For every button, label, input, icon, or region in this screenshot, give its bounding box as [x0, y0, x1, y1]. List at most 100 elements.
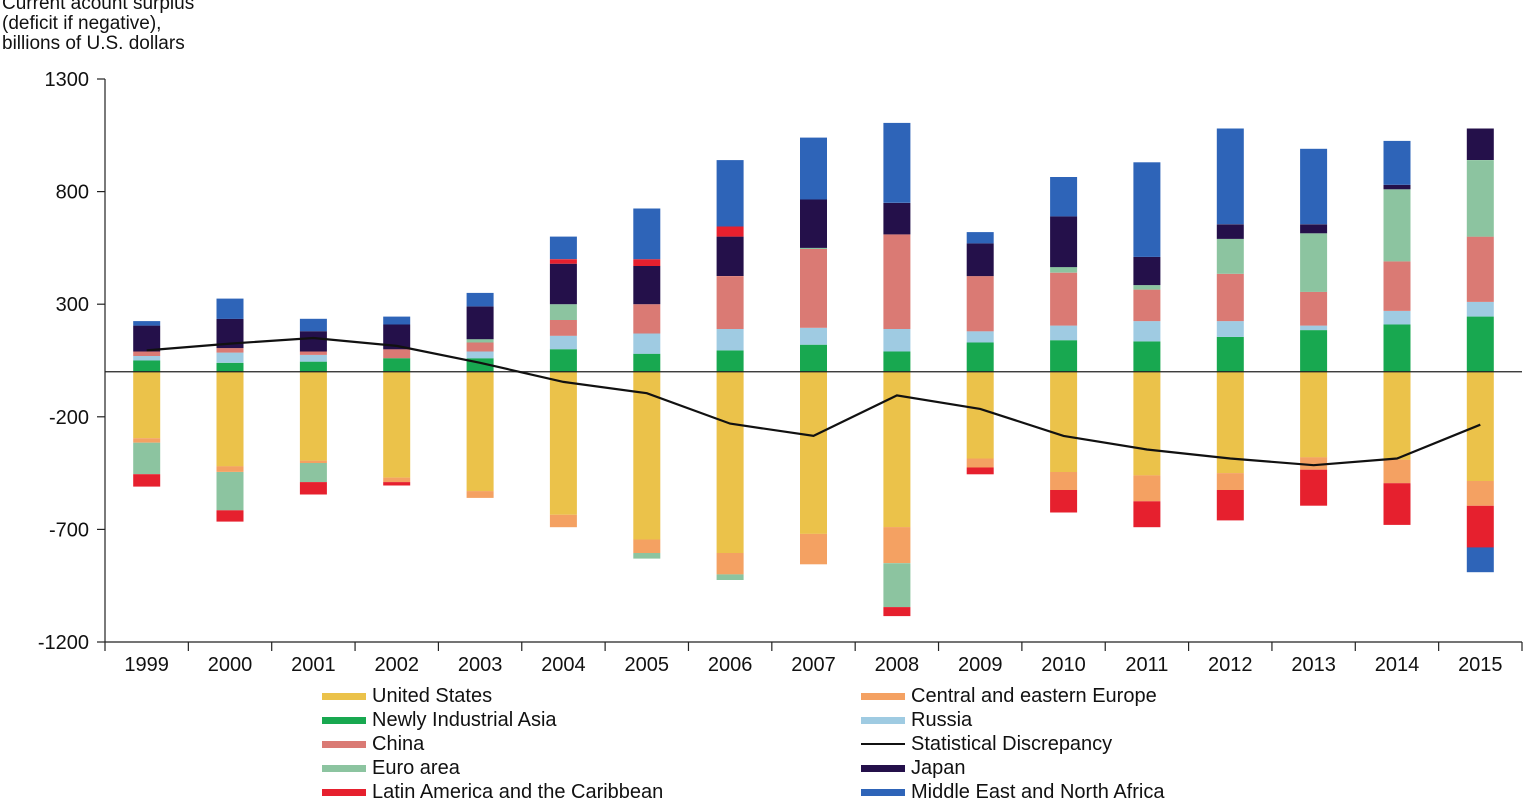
bar-segment-2006-series-8	[716, 160, 744, 227]
bar-segment-2015-series-0	[1466, 371, 1494, 481]
legend-label: Central and eastern Europe	[911, 684, 1157, 707]
bar-segment-2008-series-5	[883, 563, 911, 608]
bar-segment-2004-series-7	[549, 259, 577, 264]
x-tick-label: 2012	[1208, 654, 1253, 676]
bar-segment-2001-series-1	[299, 460, 327, 463]
bar-segment-2015-series-5	[1466, 160, 1494, 237]
bar-segment-2015-series-9	[1466, 547, 1494, 573]
legend-label: Russia	[911, 708, 973, 731]
bar-segment-2008-series-2	[883, 351, 911, 372]
legend-item: Central and eastern Europe	[861, 684, 1157, 708]
line-layer	[146, 336, 1481, 467]
bar-segment-2014-series-6	[1383, 184, 1411, 190]
bar-segment-2003-series-0	[466, 371, 494, 492]
bar-segment-2015-series-3	[1466, 301, 1494, 317]
bar-segment-2000-series-1	[216, 466, 244, 472]
bar-segment-2001-series-2	[299, 361, 327, 372]
y-axis-label-line-2: (deficit if negative),	[2, 13, 162, 34]
legend-swatch	[861, 743, 905, 745]
bar-segment-2013-series-5	[1300, 233, 1328, 292]
bar-segment-2008-series-1	[883, 527, 911, 564]
x-tick-label: 2010	[1041, 654, 1086, 676]
bar-segment-2007-series-6	[800, 199, 827, 248]
bar-segment-2013-series-1	[1300, 457, 1328, 470]
bar-segment-2002-series-1	[383, 477, 411, 483]
bar-segment-2014-series-4	[1383, 261, 1411, 311]
bar-segment-2002-series-4	[383, 349, 411, 359]
x-tick-label: 2005	[625, 654, 670, 676]
bar-segment-2005-series-0	[633, 371, 661, 540]
bar-segment-2012-series-2	[1216, 336, 1244, 372]
bar-segment-2000-series-3	[216, 352, 244, 363]
bar-segment-2004-series-4	[549, 320, 577, 336]
x-tick-label: 2007	[791, 654, 836, 676]
bar-segment-2001-series-8	[299, 318, 327, 332]
bar-layer	[133, 122, 1494, 617]
bar-segment-2006-series-3	[716, 329, 744, 351]
bar-segment-2010-series-5	[1050, 267, 1078, 273]
legend-item: Euro area	[322, 756, 460, 780]
bar-segment-2012-series-6	[1216, 224, 1244, 239]
legend-swatch	[861, 692, 905, 700]
bar-segment-2012-series-1	[1216, 473, 1244, 490]
bar-segment-2004-series-5	[549, 304, 577, 320]
legend-swatch	[322, 716, 366, 724]
x-tick-label: 2013	[1291, 654, 1336, 676]
x-tick-label: 2008	[875, 654, 920, 676]
legend: United States Central and eastern Europe N…	[0, 684, 1525, 803]
bar-segment-2012-series-0	[1216, 371, 1244, 474]
statistical-discrepancy-line	[146, 336, 1481, 467]
bar-segment-1999-series-5	[133, 442, 161, 475]
legend-label: Middle East and North Africa	[911, 780, 1165, 803]
y-axis-label-line-1: Current acount surplus	[2, 0, 195, 14]
bar-segment-2012-series-4	[1216, 273, 1244, 322]
bar-segment-1999-series-2	[133, 360, 161, 372]
legend-swatch	[861, 764, 905, 772]
x-tick-label: 2004	[541, 654, 586, 676]
legend-item: Statistical Discrepancy	[861, 732, 1112, 756]
bar-segment-2004-series-6	[549, 263, 577, 305]
bar-segment-2004-series-8	[549, 236, 577, 260]
x-tick-label: 2001	[291, 654, 336, 676]
y-tick-label: 300	[56, 294, 89, 316]
x-tick-label: 2002	[374, 654, 419, 676]
bar-segment-2009-series-3	[966, 331, 994, 343]
bar-segment-2006-series-6	[716, 236, 744, 276]
bar-segment-2006-series-5	[716, 574, 744, 580]
bar-segment-2006-series-1	[716, 553, 744, 575]
x-tick-label: 1999	[124, 654, 169, 676]
bar-segment-2000-series-8	[216, 298, 244, 319]
bar-segment-2013-series-7	[1300, 469, 1328, 506]
legend-item: Japan	[861, 756, 966, 780]
bar-segment-2011-series-8	[1133, 162, 1161, 257]
bar-segment-2007-series-5	[800, 247, 827, 249]
bar-segment-2006-series-2	[716, 350, 744, 372]
bar-segment-2010-series-8	[1050, 177, 1078, 217]
bar-segment-2004-series-2	[549, 349, 577, 372]
bar-segment-2004-series-3	[549, 335, 577, 350]
bar-segment-2014-series-2	[1383, 324, 1411, 372]
bar-segment-2003-series-1	[466, 491, 494, 498]
bar-segment-2010-series-7	[1050, 490, 1078, 513]
bar-segment-2015-series-6	[1466, 128, 1494, 160]
legend-swatch	[322, 788, 366, 796]
bar-segment-2001-series-6	[299, 331, 327, 352]
bar-segment-2014-series-7	[1383, 483, 1411, 525]
bar-segment-2015-series-1	[1466, 481, 1494, 506]
bar-segment-2008-series-8	[883, 122, 911, 203]
legend-label: China	[372, 732, 425, 755]
legend-item: Middle East and North Africa	[861, 780, 1164, 804]
legend-label: Newly Industrial Asia	[372, 708, 557, 731]
bar-segment-2011-series-1	[1133, 475, 1161, 502]
bar-segment-1999-series-1	[133, 438, 161, 443]
bar-segment-2008-series-6	[883, 202, 911, 235]
legend-swatch	[861, 716, 905, 724]
bar-segment-2000-series-4	[216, 348, 244, 353]
bar-segment-2005-series-2	[633, 353, 661, 372]
bar-segment-2008-series-4	[883, 234, 911, 329]
bar-segment-2006-series-7	[716, 226, 744, 237]
bar-segment-2009-series-1	[966, 458, 994, 468]
bar-segment-2010-series-3	[1050, 325, 1078, 341]
bar-segment-2014-series-1	[1383, 459, 1411, 484]
bar-segment-2003-series-4	[466, 342, 494, 352]
